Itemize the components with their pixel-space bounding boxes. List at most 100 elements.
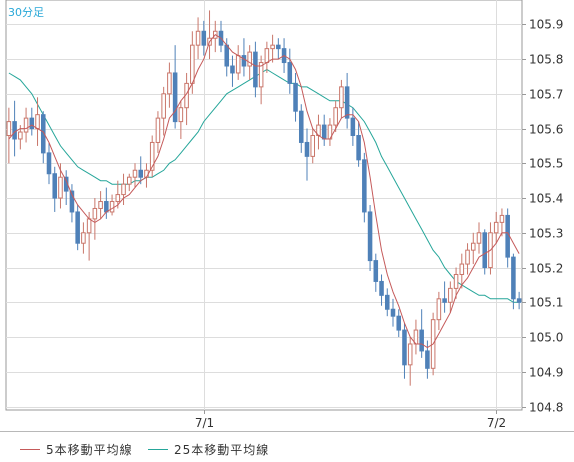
candle-body [465, 249, 470, 265]
timeframe-label: 30分足 [8, 6, 44, 19]
candle [92, 198, 98, 240]
candle [46, 142, 52, 185]
candle-body [505, 214, 510, 258]
candle-body [344, 86, 350, 119]
candle [407, 337, 413, 386]
candle-body [29, 117, 35, 130]
candle-body [52, 173, 58, 199]
candle-body [499, 214, 505, 223]
candle-body [384, 294, 390, 310]
candle-body [75, 211, 80, 244]
candle-body [379, 280, 384, 296]
candle-body [126, 176, 132, 185]
candle-body [470, 242, 476, 251]
ma25-line [8, 68, 520, 303]
candle [195, 17, 201, 60]
candle [350, 107, 356, 146]
candle [230, 55, 235, 87]
candle-body [453, 273, 459, 289]
candle-body [448, 287, 453, 303]
candle-body [258, 62, 264, 88]
candle [161, 86, 166, 136]
candle-body [98, 201, 103, 209]
candle [448, 281, 453, 313]
candle [390, 298, 396, 327]
candle-body [190, 44, 195, 84]
candle-body [167, 72, 172, 95]
candle [419, 309, 424, 358]
candle [109, 194, 115, 216]
candle-body [149, 141, 155, 171]
candle-body [350, 117, 356, 137]
candle [40, 111, 46, 164]
candle-body [46, 152, 52, 175]
candle-body [390, 308, 396, 317]
candle [23, 107, 29, 143]
candle-body [155, 117, 161, 143]
candle [356, 121, 361, 167]
candle [379, 274, 384, 306]
candle [344, 72, 350, 129]
candle [75, 205, 80, 251]
candle [52, 166, 58, 212]
candle [138, 156, 144, 185]
candle [155, 111, 161, 153]
candle [384, 288, 390, 317]
candle [425, 340, 430, 379]
candle-body [253, 51, 258, 88]
candlestick-chart: 104.8 104.9 105.0 105.1 105.2 105.3 105.4 105.5… [5, 0, 564, 431]
axis-layer: 104.8 104.9 105.0 105.1 105.2 105.3 105.4 105.5… [195, 18, 564, 431]
candle-body [264, 48, 270, 64]
legend-label-ma5: 5本移動平均線 [46, 443, 133, 457]
candle-body [178, 107, 184, 123]
y-tick-label: 105.4 [529, 192, 563, 206]
candle-body [247, 51, 252, 67]
y-tick-label: 104.8 [529, 401, 563, 415]
legend-line-icon [20, 449, 40, 450]
candle [81, 222, 86, 254]
candle [333, 100, 338, 133]
candle-body [58, 176, 63, 199]
candle-body [362, 159, 367, 213]
candle-body [493, 221, 499, 234]
y-tick-label: 105.9 [529, 18, 563, 32]
candle-body [115, 194, 121, 203]
candle-body [109, 201, 115, 213]
candle [459, 253, 465, 289]
candle [396, 309, 402, 338]
candle-body [132, 169, 138, 178]
candle [241, 38, 247, 77]
candle-body [516, 298, 522, 303]
candle [287, 48, 293, 94]
candle-body [230, 65, 235, 74]
candle [453, 267, 459, 299]
candle-body [40, 114, 46, 154]
ma25-layer [8, 68, 520, 303]
candle-body [407, 343, 413, 366]
candle-body [270, 44, 275, 50]
y-tick-label: 105.3 [529, 227, 563, 241]
candle-body [144, 169, 149, 178]
candle [465, 243, 470, 275]
candle [373, 253, 379, 292]
y-tick-label: 105.1 [529, 296, 563, 310]
candle [12, 100, 17, 157]
candle [476, 222, 482, 254]
legend-label-ma25: 25本移動平均線 [174, 443, 270, 457]
candle-body [138, 169, 144, 178]
candle-body [293, 82, 298, 112]
candle-body [402, 329, 407, 366]
candle [69, 184, 75, 223]
candle-body [396, 315, 402, 331]
candle [172, 45, 178, 129]
y-tick-label: 105.7 [529, 88, 563, 102]
candle-body [321, 124, 327, 140]
candle [298, 104, 304, 153]
candle-body [442, 298, 447, 303]
candle-body [298, 110, 304, 143]
y-tick-label: 104.9 [529, 366, 563, 380]
candle [276, 38, 281, 60]
candle [310, 128, 316, 164]
candle [442, 281, 447, 313]
